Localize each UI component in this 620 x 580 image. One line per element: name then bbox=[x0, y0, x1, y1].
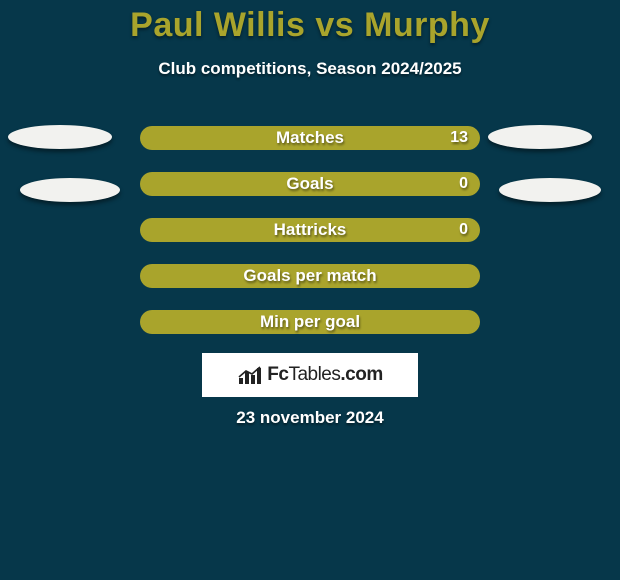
stat-label: Goals per match bbox=[140, 264, 480, 288]
stat-rows: Matches13Goals0Hattricks0Goals per match… bbox=[0, 124, 620, 354]
stat-bar: Matches13 bbox=[140, 126, 480, 150]
stat-bar: Goals per match bbox=[140, 264, 480, 288]
stat-value: 0 bbox=[459, 172, 468, 196]
page-subtitle: Club competitions, Season 2024/2025 bbox=[0, 59, 620, 79]
stat-bar: Goals0 bbox=[140, 172, 480, 196]
side-ellipse bbox=[20, 178, 120, 202]
side-ellipse bbox=[8, 125, 112, 149]
bars-icon bbox=[237, 364, 263, 386]
date-caption: 23 november 2024 bbox=[0, 408, 620, 428]
side-ellipse bbox=[488, 125, 592, 149]
comparison-card: Paul Willis vs Murphy Club competitions,… bbox=[0, 0, 620, 580]
stat-label: Goals bbox=[140, 172, 480, 196]
stat-bar: Min per goal bbox=[140, 310, 480, 334]
stat-row: Hattricks0 bbox=[0, 216, 620, 262]
stat-row: Min per goal bbox=[0, 308, 620, 354]
stat-value: 13 bbox=[450, 126, 468, 150]
logo-text-c: .com bbox=[340, 364, 382, 385]
stat-label: Min per goal bbox=[140, 310, 480, 334]
stat-value: 0 bbox=[459, 218, 468, 242]
logo-text: FcTables.com bbox=[267, 364, 382, 386]
stat-label: Hattricks bbox=[140, 218, 480, 242]
stat-bar: Hattricks0 bbox=[140, 218, 480, 242]
page-title: Paul Willis vs Murphy bbox=[0, 0, 620, 45]
stat-row: Goals per match bbox=[0, 262, 620, 308]
fctables-logo: FcTables.com bbox=[202, 353, 418, 397]
logo-text-b: Tables bbox=[288, 364, 340, 385]
logo-text-a: Fc bbox=[267, 364, 288, 385]
stat-label: Matches bbox=[140, 126, 480, 150]
side-ellipse bbox=[499, 178, 601, 202]
